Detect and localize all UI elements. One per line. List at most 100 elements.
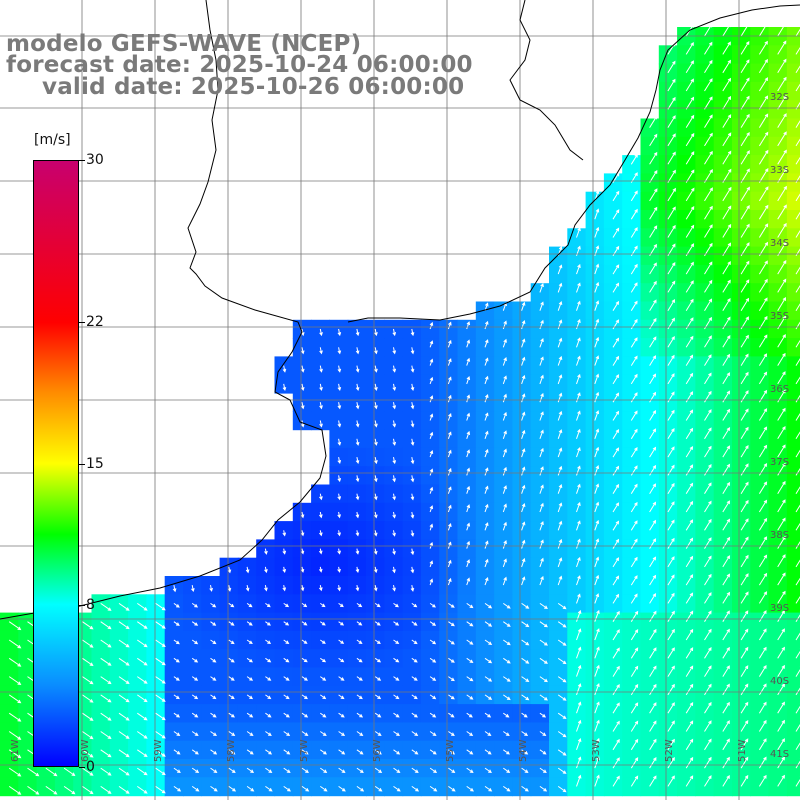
- wind-arrow: [630, 556, 638, 568]
- wind-speed-cell: [786, 27, 800, 46]
- wind-arrow: [429, 785, 438, 792]
- wind-arrow: [777, 462, 786, 476]
- wind-speed-cell: [677, 81, 696, 101]
- wind-speed-cell: [732, 502, 751, 522]
- wind-arrow: [594, 774, 600, 787]
- wind-arrow: [576, 520, 581, 531]
- wind-arrow: [667, 610, 675, 622]
- wind-arrow: [466, 559, 470, 568]
- wind-speed-cell: [420, 576, 440, 595]
- wind-speed-cell: [768, 484, 788, 504]
- wind-speed-cell: [750, 155, 770, 174]
- wind-arrow: [557, 538, 563, 549]
- wind-speed-cell: [494, 374, 513, 394]
- wind-speed-cell: [768, 740, 788, 760]
- wind-arrow: [466, 467, 471, 476]
- wind-arrow: [594, 628, 600, 641]
- wind-speed-cell: [603, 210, 623, 229]
- wind-speed-cell: [786, 759, 800, 778]
- latitude-label: 37S: [770, 457, 789, 468]
- wind-speed-cell: [713, 484, 733, 504]
- wind-speed-cell: [732, 612, 751, 632]
- wind-speed-cell: [768, 393, 788, 412]
- wind-arrow: [576, 628, 582, 641]
- wind-arrow: [594, 373, 600, 385]
- wind-speed-cell: [512, 374, 532, 394]
- wind-arrow: [795, 120, 800, 128]
- wind-arrow: [758, 646, 767, 659]
- wind-arrow: [722, 353, 731, 366]
- wind-arrow: [484, 394, 489, 403]
- wind-arrow: [8, 639, 22, 649]
- wind-arrow: [649, 683, 657, 696]
- wind-arrow: [704, 41, 713, 55]
- wind-speed-cell: [603, 466, 623, 486]
- wind-arrow: [466, 639, 474, 645]
- wind-arrow: [594, 391, 600, 403]
- wind-arrow: [319, 383, 323, 392]
- wind-speed-cell: [475, 466, 495, 486]
- wind-speed-cell: [713, 100, 733, 120]
- wind-arrow: [612, 300, 620, 311]
- wind-speed-cell: [713, 667, 733, 687]
- wind-arrow: [301, 785, 310, 792]
- wind-arrow: [795, 83, 800, 92]
- wind-speed-cell: [750, 301, 770, 321]
- wind-speed-cell: [677, 319, 696, 339]
- wind-arrow: [318, 548, 323, 555]
- wind-arrow: [100, 657, 112, 666]
- wind-arrow: [301, 657, 308, 663]
- wind-arrow: [758, 278, 768, 293]
- wind-speed-cell: [768, 338, 788, 357]
- wind-arrow: [484, 339, 489, 348]
- wind-arrow: [777, 22, 787, 37]
- wind-arrow: [777, 628, 785, 641]
- wind-arrow: [667, 446, 675, 458]
- wind-arrow: [337, 493, 342, 501]
- wind-speed-cell: [530, 319, 550, 339]
- wind-arrow: [685, 519, 694, 531]
- wind-arrow: [191, 585, 195, 593]
- wind-arrow: [722, 150, 732, 165]
- colorbar-tick-mark: [79, 321, 85, 323]
- wind-arrow: [410, 511, 415, 519]
- wind-speed-cell: [457, 447, 477, 467]
- wind-arrow: [338, 676, 345, 681]
- wind-arrow: [594, 281, 600, 293]
- wind-arrow: [795, 230, 800, 238]
- wind-arrow: [740, 353, 749, 366]
- wind-arrow: [758, 149, 769, 165]
- wind-arrow: [410, 548, 415, 556]
- wind-arrow: [685, 775, 694, 787]
- wind-arrow: [374, 676, 382, 681]
- wind-speed-cell: [677, 283, 696, 303]
- wind-arrow: [758, 756, 767, 769]
- wind-speed-cell: [530, 576, 550, 595]
- wind-arrow: [502, 466, 507, 476]
- wind-arrow: [704, 756, 712, 769]
- wind-arrow: [282, 365, 287, 373]
- wind-arrow: [777, 480, 786, 494]
- wind-speed-cell: [768, 45, 788, 65]
- wind-arrow: [612, 610, 620, 622]
- wind-speed-cell: [494, 576, 513, 595]
- wind-speed-cell: [786, 704, 800, 723]
- wind-speed-cell: [567, 246, 587, 266]
- wind-arrow: [282, 585, 287, 592]
- wind-arrow: [355, 566, 360, 574]
- wind-arrow: [411, 657, 418, 663]
- wind-speed-cell: [750, 722, 770, 742]
- wind-speed-cell: [658, 374, 678, 394]
- wind-arrow: [447, 449, 452, 458]
- wind-speed-cell: [695, 576, 715, 595]
- wind-arrow: [300, 402, 305, 410]
- wind-arrow: [227, 585, 232, 592]
- wind-arrow: [429, 560, 434, 568]
- wind-speed-cell: [603, 429, 623, 449]
- wind-speed-cell: [768, 429, 788, 449]
- wind-speed-cell: [512, 484, 532, 504]
- wind-speed-cell: [475, 338, 495, 357]
- wind-arrow: [740, 95, 750, 110]
- wind-speed-cell: [439, 338, 459, 357]
- wind-speed-cell: [658, 576, 678, 595]
